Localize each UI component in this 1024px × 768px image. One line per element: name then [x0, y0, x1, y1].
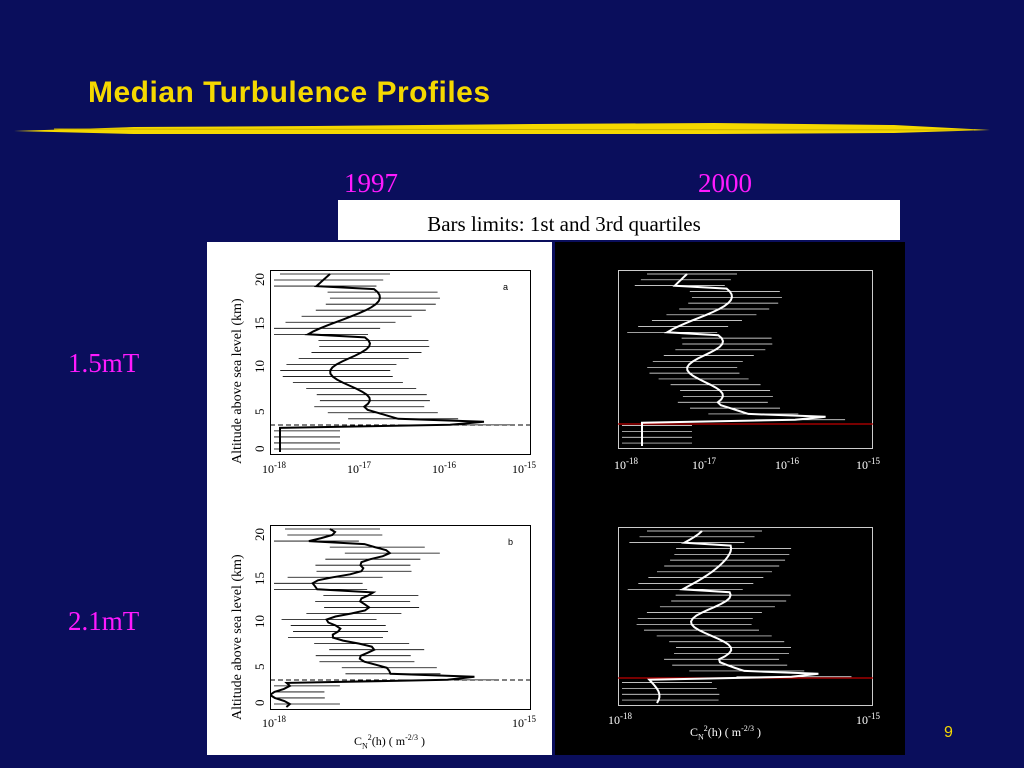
xtick-a-18: 10-18: [262, 460, 286, 476]
ytick-a-5: 5: [252, 408, 267, 416]
x-axis-label-1997: CN2(h) ( m-2/3 ): [354, 733, 426, 751]
xtick-c-17: 10-17: [692, 456, 716, 472]
xtick-c-18: 10-18: [614, 456, 638, 472]
year-2000: 2000: [698, 168, 752, 198]
xtick-c-16: 10-16: [775, 456, 799, 472]
ytick-a-15: 15: [252, 317, 267, 330]
page-number: 9: [944, 724, 953, 741]
ytick-b-20: 20: [252, 528, 267, 541]
quartile-note: Bars limits: 1st and 3rd quartiles: [338, 200, 900, 240]
xtick-a-17: 10-17: [347, 460, 371, 476]
panel-2000: [555, 242, 905, 755]
plot-2000-2-1mt: [618, 527, 873, 706]
slide-title: Median Turbulence Profiles: [88, 76, 491, 109]
row-label-2-1mt: 2.1mT: [68, 606, 140, 636]
ytick-b-10: 10: [252, 615, 267, 628]
plot-1997-1-5mt: a: [270, 270, 531, 455]
row-label-1-5mt: 1.5mT: [68, 348, 140, 378]
panel-letter-a: a: [503, 282, 508, 292]
ytick-b-15: 15: [252, 572, 267, 585]
ytick-b-0: 0: [252, 699, 267, 707]
plot-2000-1-5mt: [618, 270, 873, 449]
xtick-d-18: 10-18: [608, 711, 632, 727]
ytick-a-0: 0: [252, 445, 267, 453]
x-axis-label-2000: CN2(h) ( m-2/3 ): [690, 724, 762, 742]
ytick-b-5: 5: [252, 663, 267, 671]
ytick-a-10: 10: [252, 360, 267, 373]
xtick-c-15: 10-15: [856, 456, 880, 472]
xtick-b-18: 10-18: [262, 714, 286, 730]
xtick-d-15: 10-15: [856, 711, 880, 727]
plot-1997-2-1mt: b: [270, 525, 531, 710]
panel-letter-b: b: [508, 537, 513, 547]
year-1997: 1997: [344, 168, 398, 198]
ytick-a-20: 20: [252, 273, 267, 286]
xtick-a-16: 10-16: [432, 460, 456, 476]
title-underline: [14, 123, 990, 134]
y-axis-label-b: Altitude above sea level (km): [230, 554, 245, 720]
panel-1997: [207, 242, 552, 755]
xtick-b-15: 10-15: [512, 714, 536, 730]
xtick-a-15: 10-15: [512, 460, 536, 476]
y-axis-label-a: Altitude above sea level (km): [230, 298, 245, 464]
